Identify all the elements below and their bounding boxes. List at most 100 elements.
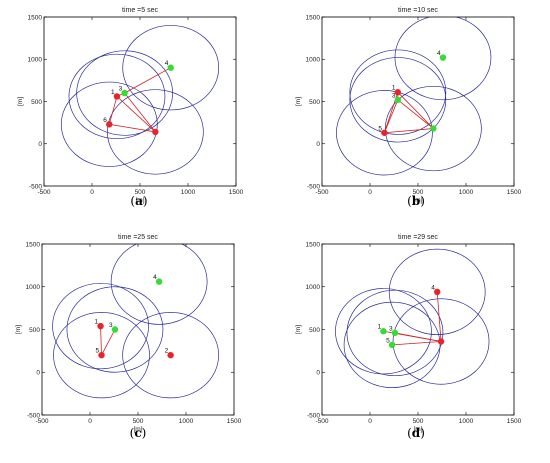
node-marker	[430, 125, 437, 132]
x-tick-label: 1000	[459, 189, 474, 196]
link-line	[100, 326, 102, 356]
panel-caption: (c)	[130, 426, 147, 440]
node-marker	[167, 64, 174, 71]
node-marker	[394, 96, 402, 104]
link-line	[101, 329, 116, 356]
x-tick-label: 1500	[229, 189, 244, 196]
link-line	[108, 96, 118, 125]
node-marker	[106, 121, 113, 128]
y-tick-label: -500	[307, 412, 320, 419]
y-axis-label: [m]	[295, 97, 302, 106]
link-line	[384, 128, 434, 134]
x-tick-label: 0	[90, 189, 94, 196]
y-tick-label: 1000	[28, 57, 43, 64]
x-tick-label: -500	[315, 189, 328, 196]
y-tick-label: 0	[316, 141, 320, 148]
node-label: 6	[103, 117, 107, 124]
y-tick-label: 500	[309, 99, 320, 106]
node-marker	[391, 329, 399, 337]
panel-c: time =25 sec 1 3 4 5 2 -500 0 500 1000 1500 -500 0 50…	[15, 234, 242, 440]
panel-title: time =25 sec	[118, 234, 158, 241]
panel-title: time =29 sec	[398, 234, 438, 241]
node-label: 5	[378, 125, 382, 132]
link-line	[392, 341, 442, 346]
x-tick-label: -500	[315, 418, 328, 425]
y-axis-label: [m]	[295, 325, 302, 334]
y-tick-label: -500	[29, 183, 42, 190]
x-tick-label: 500	[413, 189, 424, 196]
x-tick-label: 1500	[507, 418, 522, 425]
y-tick-label: 1500	[306, 241, 321, 248]
node-label: 3	[392, 92, 396, 99]
y-tick-label: 0	[36, 370, 40, 377]
range-circle	[52, 282, 149, 370]
node-marker	[434, 288, 441, 296]
y-tick-label: -500	[307, 183, 320, 190]
node-label: 1	[95, 319, 99, 326]
panel-caption: (d)	[407, 426, 425, 440]
range-circle	[385, 85, 482, 172]
range-circle	[346, 289, 444, 377]
node-marker	[152, 128, 159, 136]
panel-title: time =10 sec	[398, 7, 438, 14]
x-tick-label: 1500	[507, 189, 522, 196]
range-circle	[336, 90, 433, 176]
y-tick-label: 0	[38, 141, 42, 148]
range-circle	[60, 81, 158, 167]
node-label: 4	[437, 50, 441, 57]
x-tick-label: 1500	[227, 418, 242, 425]
y-tick-label: 1000	[306, 57, 321, 64]
plot-frame	[43, 16, 237, 187]
node-marker	[381, 129, 388, 136]
range-circle	[122, 25, 220, 111]
range-circle	[66, 286, 164, 373]
node-marker	[439, 54, 447, 61]
link-line	[116, 96, 156, 133]
link-line	[397, 91, 434, 129]
link-line	[436, 291, 442, 342]
y-tick-label: 1500	[306, 14, 321, 21]
link-line	[124, 92, 156, 133]
x-tick-label: 0	[368, 418, 372, 425]
plot-area	[336, 17, 492, 176]
range-circle	[107, 89, 204, 175]
y-axis-label: [m]	[17, 97, 24, 106]
x-axis-label: [m]	[413, 197, 422, 204]
x-tick-label: 1000	[459, 418, 474, 425]
plot-frame	[321, 243, 515, 416]
node-label: 5	[386, 337, 390, 344]
node-label: 3	[109, 322, 113, 329]
y-tick-label: 500	[31, 99, 42, 106]
panel-caption: (b)	[407, 194, 425, 208]
range-circle	[122, 312, 219, 399]
range-circle	[349, 49, 447, 135]
y-tick-label: 0	[316, 370, 320, 377]
range-circle	[53, 312, 150, 399]
panel-caption: (a)	[130, 194, 147, 208]
node-marker	[97, 322, 104, 330]
y-tick-label: 1500	[26, 241, 41, 248]
y-tick-label: 1000	[26, 284, 41, 291]
x-tick-label: -500	[35, 418, 48, 425]
range-circle	[335, 288, 432, 375]
node-label: 3	[389, 325, 393, 332]
link-line	[109, 123, 156, 133]
x-tick-label: 0	[368, 189, 372, 196]
x-tick-label: 1000	[179, 418, 194, 425]
range-circle	[394, 17, 492, 101]
range-circle	[68, 53, 166, 140]
node-marker	[121, 89, 128, 97]
node-label: 3	[119, 86, 123, 93]
node-marker	[394, 89, 402, 96]
range-circle	[388, 248, 486, 335]
link-line	[124, 67, 171, 94]
x-tick-label: 500	[413, 418, 424, 425]
node-label: 2	[165, 348, 169, 355]
panel-title: time =5 sec	[122, 7, 158, 14]
panel-b: time =10 sec 13 4 5 -500 0 500 1000 1500 -500 0 500…	[295, 7, 522, 208]
x-axis-label: [m]	[135, 197, 144, 204]
node-marker	[437, 338, 445, 345]
node-marker	[113, 93, 121, 100]
node-marker	[111, 326, 119, 333]
